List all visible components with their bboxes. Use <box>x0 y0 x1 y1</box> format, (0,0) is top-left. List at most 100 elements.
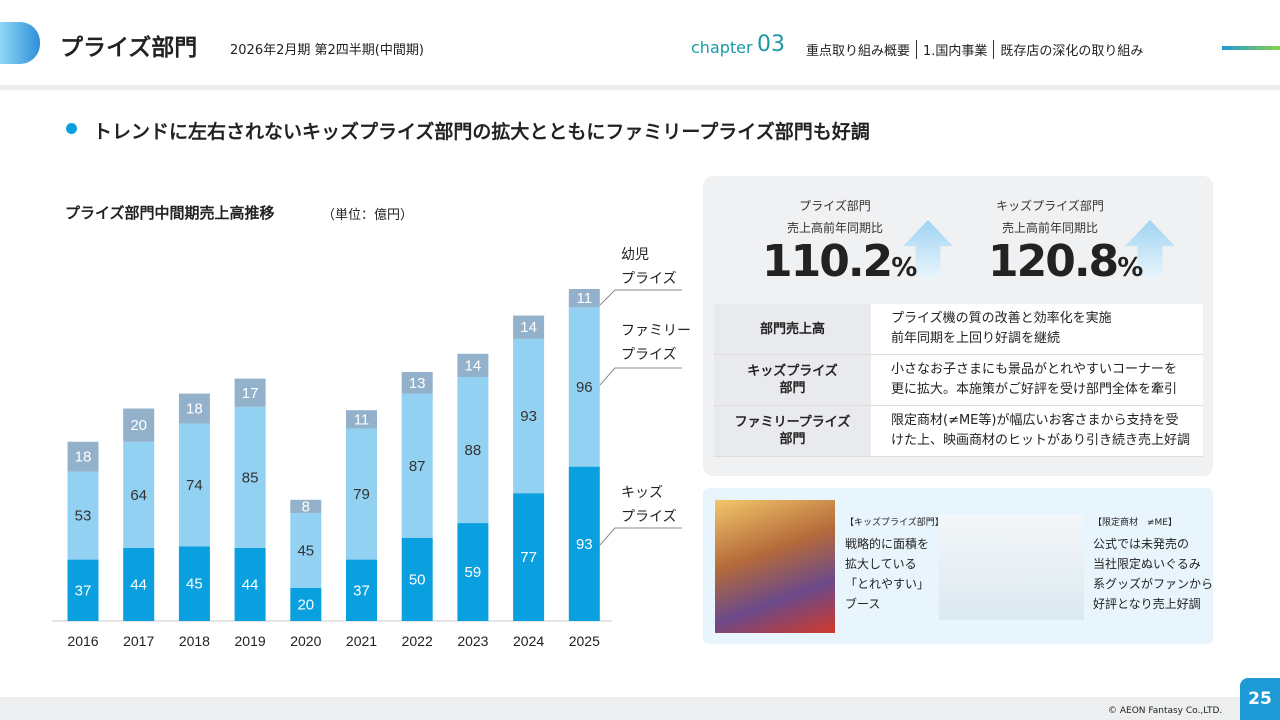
page-number: 25 <box>1240 678 1280 720</box>
value-label: 8 <box>302 498 310 515</box>
accent-line <box>1222 46 1280 50</box>
value-label: 45 <box>186 576 203 593</box>
bar-segment <box>568 307 600 467</box>
leader-line <box>599 367 682 386</box>
value-label: 18 <box>75 449 92 466</box>
value-label: 37 <box>353 582 370 599</box>
series-label: 幼児 プライズ <box>621 247 677 287</box>
value-label: 59 <box>465 564 482 581</box>
period: 2026年2月期 第2四半期(中間期) <box>230 43 424 58</box>
x-tick-label: 2018 <box>179 633 210 649</box>
x-tick-label: 2020 <box>290 633 321 649</box>
bar-segment <box>234 378 266 407</box>
kpi-label: プライズ部門 売上高前年同期比 <box>786 199 883 235</box>
kpi-label: キッズプライズ部門 売上高前年同期比 <box>996 199 1104 235</box>
bar-segment <box>67 441 99 472</box>
page-title: プライズ部門 <box>60 35 198 61</box>
row-text: プライズ機の質の改善と効率化を実施 前年同期を上回り好調を継続 <box>871 304 1203 355</box>
bar-segment <box>67 559 99 621</box>
bar-segment <box>234 547 266 621</box>
photo-tag: 【キッズプライズ部門】 <box>845 518 944 528</box>
row-header: 部門売上高 <box>714 304 871 355</box>
headline: トレンドに左右されないキッズプライズ部門の拡大とともにファミリープライズ部門も好… <box>93 121 870 143</box>
photo-caption: 公式では未発売の 当社限定ぬいぐるみ 系グッズがファンから 好評となり売上好調 <box>1093 537 1214 611</box>
value-label: 87 <box>409 458 426 475</box>
bar-segment <box>346 428 377 560</box>
series-label: ファミリー プライズ <box>621 323 691 363</box>
kpi: 120.8% <box>988 236 1143 287</box>
value-label: 44 <box>130 576 147 593</box>
bar-segment <box>457 376 489 524</box>
bar-segment <box>178 423 210 547</box>
bar-segment <box>123 441 155 548</box>
chart-unit: （単位：億円） <box>322 208 414 223</box>
value-label: 11 <box>577 290 593 307</box>
value-label: 77 <box>520 549 537 566</box>
kpi-unit: % <box>1117 253 1144 283</box>
footer-band <box>0 697 1280 720</box>
row-header: ファミリープライズ 部門 <box>714 405 871 457</box>
chart: 37 53 18 2016 44 64 20 2017 45 74 18 2018 44 85 17 2019… <box>52 289 682 649</box>
row-text: 小さなお子さまにも景品がとれやすいコーナーを 更に拡大。本施策がご好評を受け部門… <box>871 354 1203 406</box>
bar-segment <box>568 466 600 621</box>
header-band <box>0 85 1280 90</box>
x-tick-label: 2019 <box>235 633 266 649</box>
photo <box>939 515 1084 620</box>
kpi-value: 110.2 <box>762 236 893 287</box>
value-label: 96 <box>576 379 593 396</box>
x-tick-label: 2024 <box>513 633 544 649</box>
kpi-unit: % <box>891 253 918 283</box>
crumb: 既存店の深化の取り組み <box>1000 44 1144 59</box>
bar-segment <box>457 523 489 621</box>
value-label: 20 <box>297 596 314 613</box>
value-label: 85 <box>242 469 259 486</box>
value-label: 13 <box>409 375 426 392</box>
value-label: 64 <box>130 487 147 504</box>
logo-mark <box>0 22 40 64</box>
value-label: 74 <box>186 477 203 494</box>
value-label: 50 <box>409 572 426 589</box>
series-label: キッズ プライズ <box>621 485 677 525</box>
chapter-label: chapter <box>691 38 753 57</box>
bar-segment <box>178 546 210 621</box>
bar-segment <box>513 315 545 339</box>
copyright: © AEON Fantasy Co.,LTD. <box>1108 706 1223 716</box>
bar-segment <box>401 538 433 621</box>
photo-tag: 【限定商材 ≠ME】 <box>1093 518 1177 528</box>
value-label: 88 <box>465 442 482 459</box>
x-tick-label: 2025 <box>569 633 600 649</box>
breadcrumb: 重点取り組み概要 1.国内事業 既存店の深化の取り組み <box>806 40 1143 59</box>
photo-caption: 戦略的に面積を 拡大している 「とれやすい」 ブース <box>845 537 930 611</box>
row-header: キッズプライズ 部門 <box>714 354 871 406</box>
value-label: 14 <box>465 357 482 374</box>
bar-segment <box>123 408 155 442</box>
value-label: 93 <box>576 536 593 553</box>
x-tick-label: 2023 <box>457 633 488 649</box>
bar-segment <box>290 587 322 621</box>
value-label: 18 <box>186 401 203 418</box>
x-tick-label: 2021 <box>346 633 377 649</box>
bar-segment <box>401 393 433 538</box>
kpi-value: 120.8 <box>988 236 1119 287</box>
value-label: 53 <box>75 508 92 525</box>
detail-table: 部門売上高 プライズ機の質の改善と効率化を実施 前年同期を上回り好調を継続 キッズ… <box>714 304 1203 457</box>
bar-segment <box>513 493 545 621</box>
crumb: 1.国内事業 <box>917 40 995 59</box>
bullet <box>66 123 77 134</box>
value-label: 11 <box>354 411 370 428</box>
bar-segment <box>123 547 155 621</box>
crumb: 重点取り組み概要 <box>806 40 918 59</box>
photo <box>715 500 835 633</box>
value-label: 20 <box>130 417 147 434</box>
x-tick-label: 2022 <box>402 633 433 649</box>
leader-line <box>599 527 682 546</box>
value-label: 37 <box>75 582 92 599</box>
chart-title: プライズ部門中間期売上高推移 <box>65 204 275 222</box>
bar-segment <box>67 471 99 560</box>
value-label: 79 <box>353 486 370 503</box>
bar-segment <box>513 338 545 494</box>
bar-segment <box>178 393 210 424</box>
value-label: 14 <box>520 319 537 336</box>
x-tick-label: 2016 <box>67 633 98 649</box>
